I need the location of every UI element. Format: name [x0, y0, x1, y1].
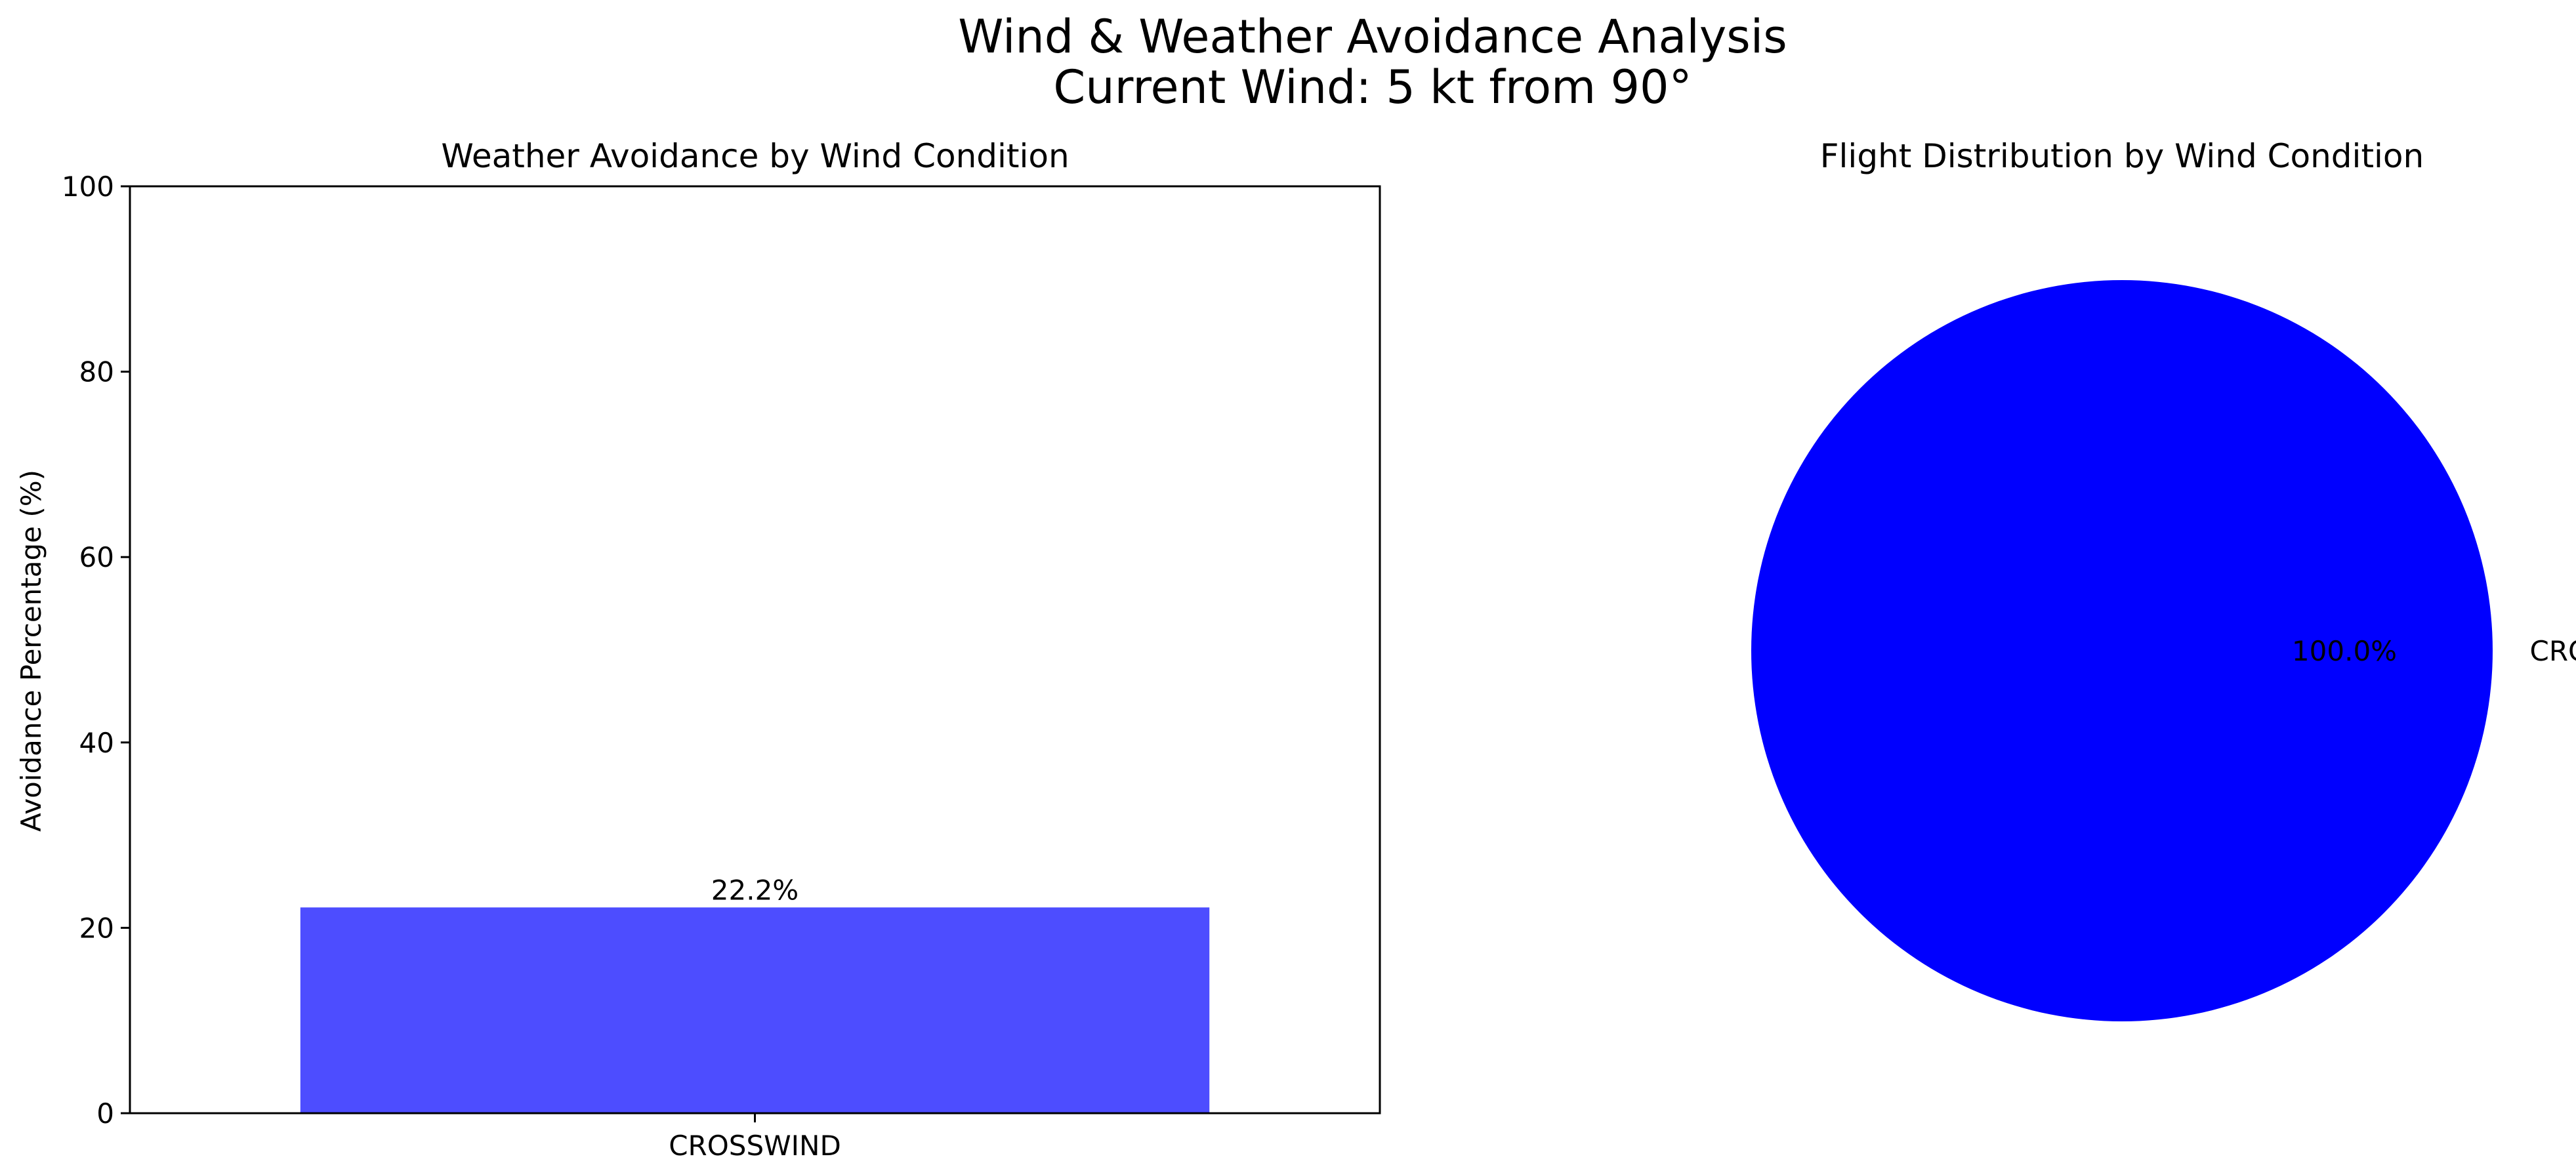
- bar-chart-x-tick-label: CROSSWIND: [669, 1130, 841, 1162]
- figure-title-line1: Wind & Weather Avoidance Analysis: [958, 10, 1787, 64]
- bar-chart-y-ticks: 0 20 40 60 80 100: [62, 171, 130, 1130]
- bar-chart-y-axis-label: Avoidance Percentage (%): [15, 470, 47, 832]
- bar-chart: Weather Avoidance by Wind Condition Avoi…: [15, 137, 1381, 1162]
- bar-chart-x-ticks: CROSSWIND: [669, 1113, 841, 1162]
- pie-chart-slices: [1751, 280, 2493, 1021]
- bar-chart-y-tick-label: 100: [62, 171, 114, 203]
- bar-chart-y-tick-label: 60: [79, 541, 114, 573]
- pie-percent-label: 100.0%: [2292, 635, 2397, 667]
- bar-chart-y-tick-label: 80: [79, 356, 114, 388]
- bar-chart-y-tick-label: 0: [96, 1097, 114, 1130]
- bar-data-label: 22.2%: [711, 874, 799, 906]
- bar-chart-data-labels: 22.2%: [711, 874, 799, 906]
- pie-slice-crosswind: [1751, 280, 2493, 1021]
- bar-chart-bars: [300, 907, 1210, 1113]
- figure-title-line2: Current Wind: 5 kt from 90°: [1053, 60, 1692, 114]
- pie-chart: Flight Distribution by Wind Condition CR…: [1751, 137, 2576, 1021]
- bar-crosswind: [300, 907, 1210, 1113]
- bar-chart-y-tick-label: 40: [79, 727, 114, 759]
- pie-chart-title: Flight Distribution by Wind Condition: [1820, 137, 2424, 175]
- bar-chart-title: Weather Avoidance by Wind Condition: [441, 137, 1069, 175]
- bar-chart-y-tick-label: 20: [79, 912, 114, 944]
- pie-label: CROSSWIND: [2530, 635, 2576, 667]
- pie-chart-labels: CROSSWIND 100.0%: [2292, 635, 2576, 667]
- bar-chart-axes-frame: [129, 185, 1381, 1115]
